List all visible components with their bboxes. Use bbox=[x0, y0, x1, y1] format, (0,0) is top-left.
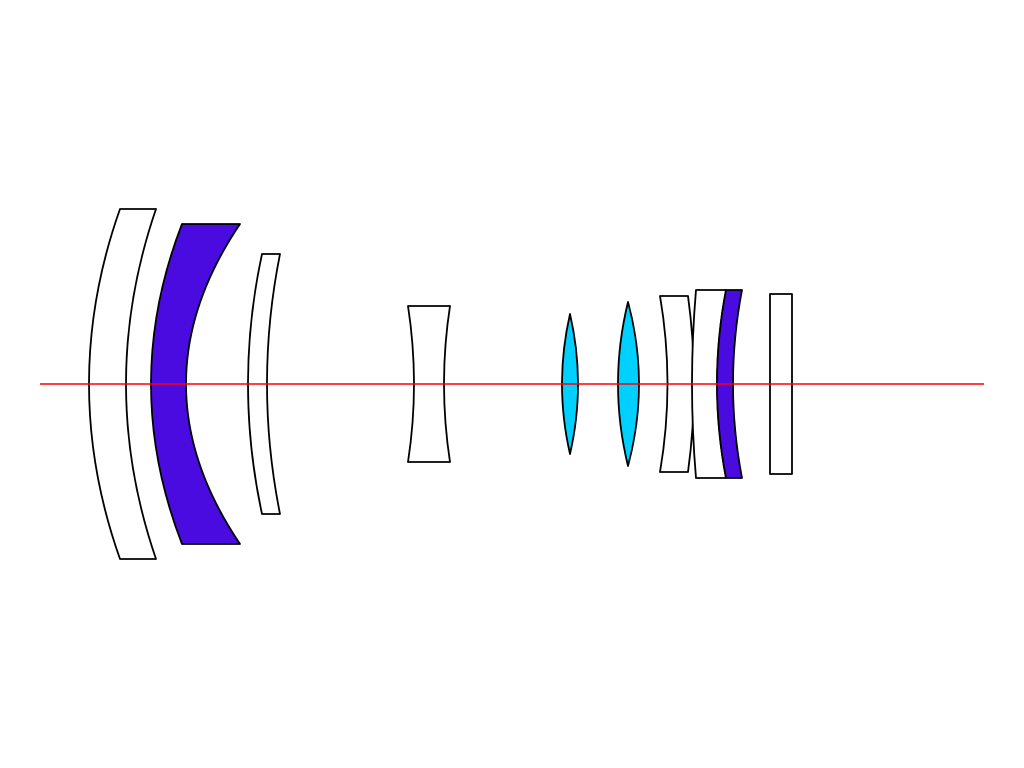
optical-diagram bbox=[0, 0, 1024, 768]
